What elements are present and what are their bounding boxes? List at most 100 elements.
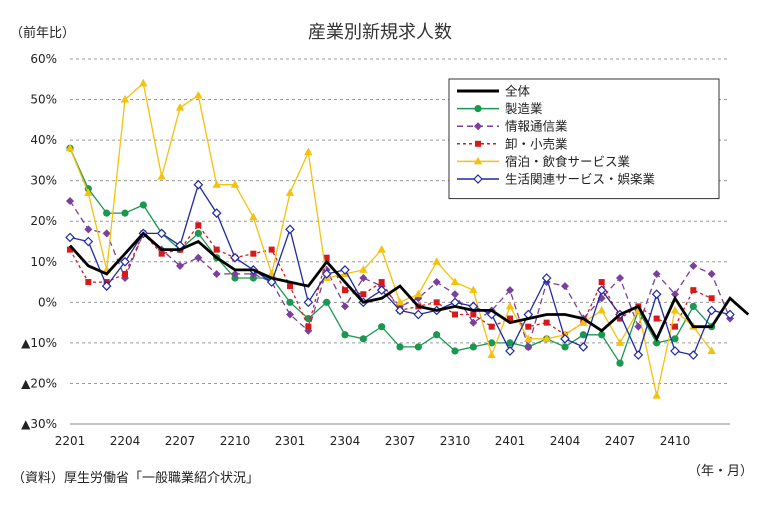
- data-point: [672, 323, 678, 330]
- data-point: [633, 350, 644, 360]
- data-point: [83, 236, 94, 247]
- data-point: [212, 180, 221, 188]
- legend-label: 全体: [505, 84, 531, 99]
- legend-label: 生活関連サービス・娯楽業: [505, 172, 656, 187]
- data-point: [451, 347, 459, 355]
- x-tick-label: 2201: [55, 434, 86, 448]
- x-tick-label: 2307: [385, 434, 416, 448]
- data-point: [670, 346, 680, 356]
- data-point: [488, 339, 496, 347]
- data-point: [707, 346, 716, 354]
- data-point: [323, 298, 331, 306]
- y-tick-label: ▲10%: [21, 336, 57, 350]
- data-point: [507, 315, 513, 322]
- data-point: [725, 309, 735, 320]
- data-point: [615, 338, 625, 346]
- y-tick-label: 30%: [30, 174, 57, 188]
- data-point: [524, 334, 533, 342]
- data-point: [122, 270, 128, 277]
- data-point: [65, 232, 75, 243]
- data-point: [524, 342, 533, 351]
- legend-label: 情報通信業: [505, 119, 568, 134]
- data-point: [341, 331, 349, 339]
- legend-marker: [474, 122, 482, 131]
- x-tick-label: 2401: [495, 434, 526, 448]
- data-point: [305, 323, 312, 330]
- legend-label: 卸・小売業: [505, 136, 568, 151]
- data-point: [634, 322, 643, 331]
- data-point: [304, 314, 312, 323]
- data-point: [194, 229, 202, 237]
- data-point: [249, 274, 257, 282]
- data-point: [175, 103, 185, 111]
- y-tick-label: ▲30%: [21, 417, 57, 431]
- data-point: [597, 305, 606, 314]
- data-point: [139, 201, 147, 209]
- data-point: [304, 147, 313, 156]
- source-note: （資料）厚生労働省「一般職業紹介状況」: [12, 471, 260, 486]
- series-line: [69, 82, 713, 396]
- data-point: [67, 246, 73, 253]
- legend-label: 製造業: [505, 101, 543, 116]
- data-point: [285, 224, 295, 235]
- data-point: [84, 225, 93, 234]
- data-point: [230, 180, 240, 188]
- legend-marker: [473, 174, 483, 184]
- data-point: [323, 254, 330, 261]
- data-point: [413, 309, 424, 320]
- data-point: [414, 343, 422, 351]
- data-point: [66, 196, 74, 205]
- data-point: [688, 350, 699, 360]
- data-point: [395, 297, 405, 306]
- data-point: [598, 279, 605, 286]
- series-line: [69, 200, 731, 350]
- data-point: [596, 285, 607, 296]
- data-point: [230, 252, 240, 263]
- x-tick-label: 2404: [550, 434, 581, 448]
- data-point: [139, 78, 148, 87]
- data-point: [321, 269, 332, 279]
- data-point: [120, 256, 130, 267]
- data-point: [579, 331, 587, 339]
- data-point: [396, 343, 404, 351]
- data-point: [231, 274, 239, 282]
- data-point: [706, 305, 717, 316]
- data-point: [690, 287, 697, 294]
- data-point: [708, 295, 715, 302]
- data-point: [653, 339, 661, 347]
- data-point: [268, 246, 275, 253]
- data-point: [541, 273, 552, 283]
- data-point: [616, 274, 624, 282]
- data-point: [266, 277, 277, 287]
- data-point: [469, 343, 477, 351]
- data-point: [340, 265, 350, 275]
- data-point: [450, 277, 460, 286]
- data-point: [156, 228, 167, 239]
- data-point: [525, 323, 532, 330]
- y-tick-label: 50%: [30, 93, 57, 107]
- data-point: [85, 279, 92, 286]
- legend-label: 宿泊・飲食サービス業: [505, 154, 631, 169]
- data-point: [561, 282, 569, 291]
- data-point: [249, 212, 258, 221]
- data-point: [651, 289, 662, 300]
- legend-marker: [474, 105, 482, 113]
- data-point: [469, 285, 478, 294]
- data-point: [286, 298, 294, 306]
- data-point: [285, 188, 295, 196]
- x-tick-label: 2407: [605, 434, 636, 448]
- data-point: [452, 311, 458, 318]
- x-tick-label: 2410: [660, 434, 691, 448]
- y-tick-label: 20%: [30, 214, 57, 228]
- data-point: [194, 253, 203, 262]
- data-point: [689, 302, 697, 310]
- data-point: [505, 301, 515, 310]
- data-point: [560, 333, 570, 344]
- x-unit-label: （年・月）: [688, 464, 754, 479]
- data-point: [360, 291, 367, 298]
- data-point: [359, 274, 368, 282]
- data-point: [433, 299, 440, 306]
- data-point: [616, 359, 624, 367]
- series-line: [68, 231, 750, 342]
